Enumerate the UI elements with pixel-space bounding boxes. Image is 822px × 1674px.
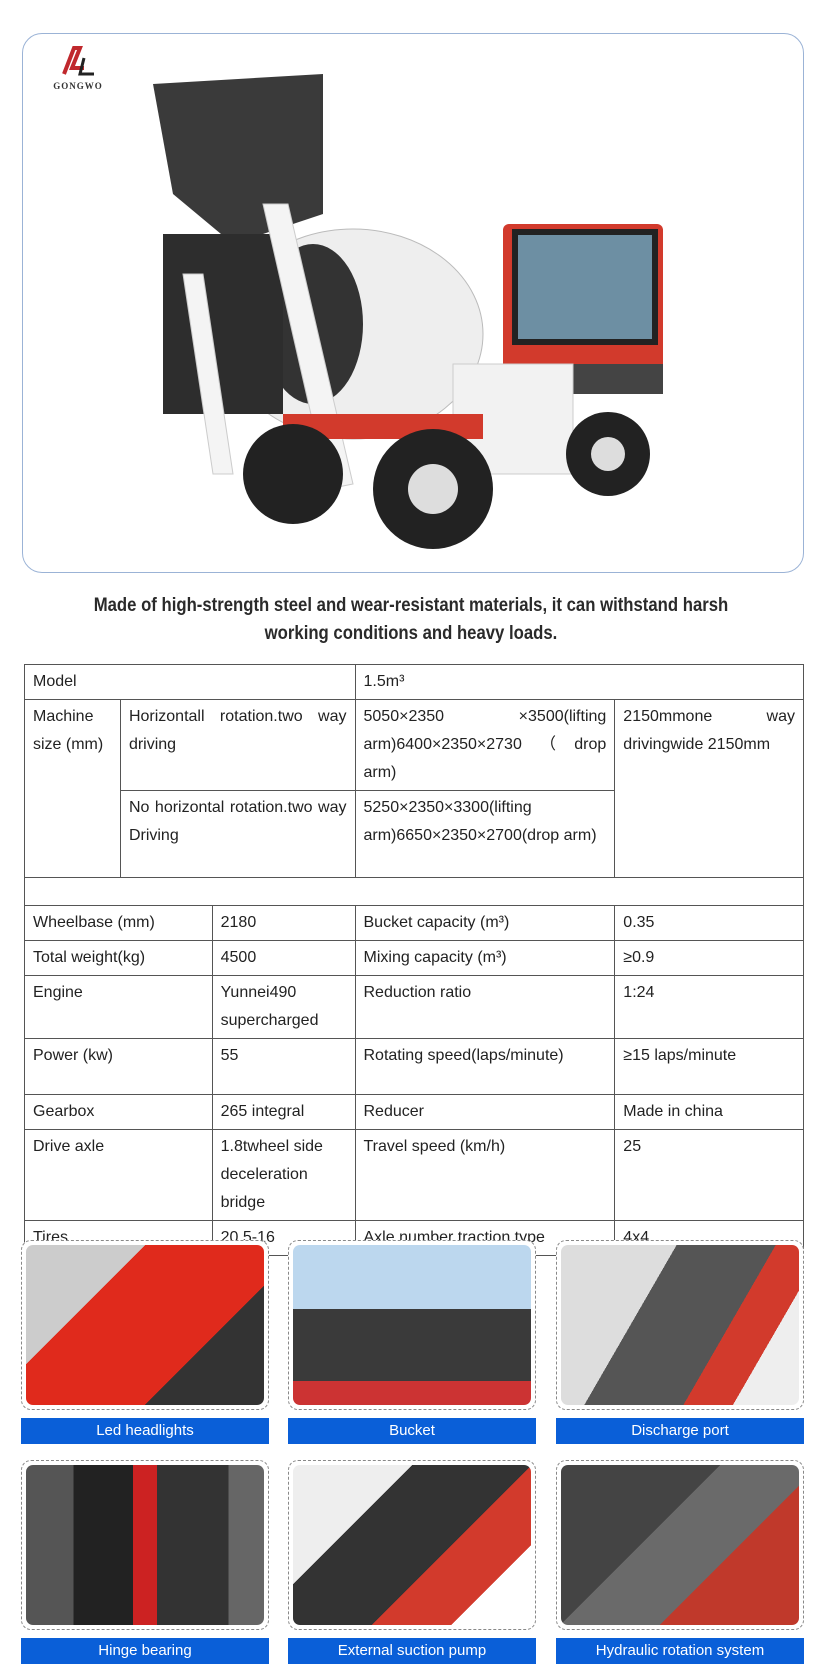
spec-label: Reducer: [354, 1094, 616, 1130]
spec-label: Horizontall rotation.two way driving: [119, 699, 356, 791]
table-row: Total weight(kg) 4500 Mixing capacity (m³)…: [24, 940, 804, 976]
spec-value: 1:24: [614, 975, 804, 1039]
spec-label: No horizontal rotation.two way Driving: [119, 790, 356, 878]
spec-value: Made in china: [614, 1094, 804, 1130]
spec-table: Model 1.5m³ Machine size (mm) Horizontal…: [24, 664, 804, 1256]
feature-image: [561, 1245, 799, 1405]
feature-caption: Bucket: [288, 1418, 536, 1444]
spec-label: Drive axle: [24, 1129, 213, 1221]
feature-photo: [556, 1460, 804, 1630]
table-row: Model 1.5m³: [24, 664, 804, 700]
spec-label: Total weight(kg): [24, 940, 213, 976]
product-heading: Made of high-strength steel and wear-res…: [93, 595, 729, 644]
spec-label: Engine: [24, 975, 213, 1039]
feature-caption: Led headlights: [21, 1418, 269, 1444]
spec-value: 4500: [211, 940, 356, 976]
spec-label: Power (kw): [24, 1038, 213, 1095]
table-row: Machine size (mm) Horizontall rotation.t…: [24, 699, 804, 878]
mixer-truck-image: [153, 74, 663, 549]
spec-value: 5250×2350×3300(lifting arm)6650×2350×270…: [354, 790, 616, 878]
feature-photo: [21, 1240, 269, 1410]
spec-value: ≥15 laps/minute: [614, 1038, 804, 1095]
feature-caption: External suction pump: [288, 1638, 536, 1664]
product-photo-panel: GONGWO: [22, 33, 804, 573]
feature-image: [26, 1245, 264, 1405]
feature-image: [293, 1245, 531, 1405]
spec-value: 265 integral: [211, 1094, 356, 1130]
feature-image: [293, 1465, 531, 1625]
spec-label: Gearbox: [24, 1094, 213, 1130]
spec-value: Yunnei490 supercharged: [211, 975, 356, 1039]
feature-photo: [288, 1240, 536, 1410]
empty-row: [24, 877, 804, 906]
spec-label: Reduction ratio: [354, 975, 616, 1039]
brand-logo: GONGWO: [43, 44, 113, 91]
feature-caption: Hydraulic rotation system: [556, 1638, 804, 1664]
spec-value: 5050×2350 ×3500(lifting arm)6400×2350×27…: [354, 699, 616, 791]
logo-text: GONGWO: [53, 81, 103, 91]
spec-label: Travel speed (km/h): [354, 1129, 616, 1221]
spec-label: Wheelbase (mm): [24, 905, 213, 941]
spec-value: 2150mmone way drivingwide 2150mm: [614, 699, 804, 878]
spec-label: Model: [24, 664, 356, 700]
spec-label: Mixing capacity (m³): [354, 940, 616, 976]
table-row: [24, 877, 804, 906]
spec-label: Machine size (mm): [24, 699, 121, 878]
spec-value: 1.8twheel side deceleration bridge: [211, 1129, 356, 1221]
feature-image: [561, 1465, 799, 1625]
table-row: Power (kw) 55 Rotating speed(laps/minute) ≥…: [24, 1038, 804, 1095]
feature-photo: [288, 1460, 536, 1630]
table-row: No horizontal rotation.two way Driving 5…: [25, 790, 804, 878]
table-row: Wheelbase (mm) 2180 Bucket capacity (m³) 0.…: [24, 905, 804, 941]
spec-value: 2180: [211, 905, 356, 941]
table-row: Drive axle 1.8twheel side deceleration br…: [24, 1129, 804, 1221]
spec-label: Rotating speed(laps/minute): [354, 1038, 616, 1095]
spec-value: 0.35: [614, 905, 804, 941]
table-row: Gearbox 265 integral Reducer Made in china: [24, 1094, 804, 1130]
spec-value: 1.5m³: [354, 664, 804, 700]
logo-mark-icon: [62, 46, 94, 76]
feature-photo: [21, 1460, 269, 1630]
spec-label: Bucket capacity (m³): [354, 905, 616, 941]
spec-value: ≥0.9: [614, 940, 804, 976]
feature-caption: Discharge port: [556, 1418, 804, 1444]
feature-caption: Hinge bearing: [21, 1638, 269, 1664]
table-row: Engine Yunnei490 supercharged Reduction ra…: [24, 975, 804, 1039]
spec-value: 25: [614, 1129, 804, 1221]
spec-value: 55: [211, 1038, 356, 1095]
feature-image: [26, 1465, 264, 1625]
feature-photo: [556, 1240, 804, 1410]
